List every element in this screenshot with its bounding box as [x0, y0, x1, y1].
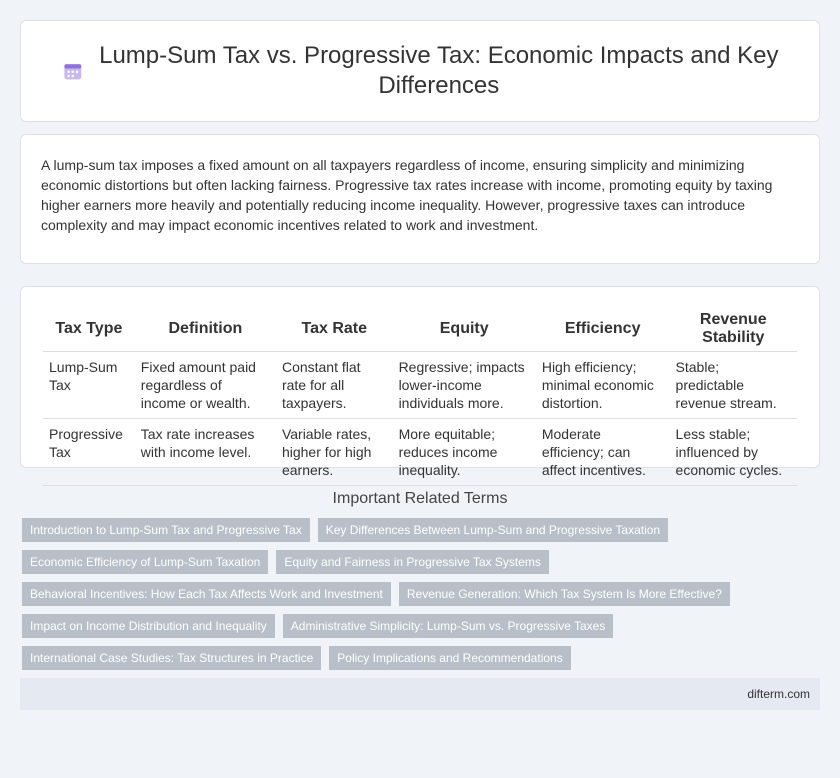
tag-row: Impact on Income Distribution and Inequa…	[22, 614, 820, 638]
intro: A lump-sum tax imposes a fixed amount on…	[20, 134, 820, 264]
tag-row: Economic Efficiency of Lump-Sum Taxation…	[22, 550, 820, 574]
cell: Less stable; influenced by economic cycl…	[669, 418, 797, 486]
related-title: Important Related Terms	[332, 490, 508, 507]
tag[interactable]: Introduction to Lump-Sum Tax and Progres…	[22, 518, 310, 542]
column-header: Efficiency	[535, 307, 670, 352]
tag[interactable]: Revenue Generation: Which Tax System Is …	[398, 582, 730, 606]
row: Lump-Sum Tax Fixed amount paid regardless…	[43, 351, 797, 419]
cell: Regressive; impacts lower-income individ…	[392, 351, 536, 419]
page: Lump-Sum Tax vs. Progressive Tax: Econom…	[0, 20, 840, 778]
tags: Introduction to Lump-Sum Tax and Progres…	[22, 518, 820, 670]
row: Progressive Tax Tax rate increases with i…	[43, 418, 797, 486]
tag[interactable]: Policy Implications and Recommendations	[329, 646, 571, 670]
cell: Stable; predictable revenue stream.	[669, 351, 797, 419]
column-header: Revenue Stability	[669, 307, 797, 352]
cell: Fixed amount paid regardless of income o…	[134, 351, 276, 419]
tag-row: International Case Studies: Tax Structur…	[22, 646, 820, 670]
footer: difterm.com	[20, 678, 820, 710]
cell: Constant flat rate for all taxpayers.	[275, 351, 393, 419]
title: Lump-Sum Tax vs. Progressive Tax: Econom…	[99, 42, 779, 99]
tag[interactable]: International Case Studies: Tax Structur…	[22, 646, 322, 670]
tag[interactable]: Economic Efficiency of Lump-Sum Taxation	[22, 550, 269, 574]
cell: High efficiency; minimal economic distor…	[535, 351, 670, 419]
tag-row: Introduction to Lump-Sum Tax and Progres…	[22, 518, 820, 542]
column-header: Tax Rate	[275, 307, 393, 352]
table: Tax Type Definition Tax Rate Equity Efficien…	[43, 307, 797, 486]
cell: Lump-Sum Tax	[43, 351, 135, 419]
column-header: Definition	[134, 307, 276, 352]
tag[interactable]: Administrative Simplicity: Lump-Sum vs. …	[282, 614, 614, 638]
tag-row: Behavioral Incentives: How Each Tax Affe…	[22, 582, 820, 606]
column-header: Tax Type	[43, 307, 135, 352]
tag[interactable]: Impact on Income Distribution and Inequa…	[22, 614, 275, 638]
icon	[64, 64, 82, 80]
cell: Moderate efficiency; can affect incentiv…	[535, 418, 670, 486]
cell: Tax rate increases with income level.	[134, 418, 276, 486]
header: Lump-Sum Tax vs. Progressive Tax: Econom…	[20, 20, 820, 122]
tag[interactable]: Behavioral Incentives: How Each Tax Affe…	[22, 582, 391, 606]
cell: Progressive Tax	[43, 418, 135, 486]
tag[interactable]: Key Differences Between Lump-Sum and Pro…	[317, 518, 669, 542]
header-row: Tax Type Definition Tax Rate Equity Efficien…	[43, 307, 797, 352]
table-card: Tax Type Definition Tax Rate Equity Efficien…	[20, 286, 820, 486]
cell: More equitable; reduces income inequalit…	[392, 418, 536, 486]
cell: Variable rates, higher for high earners.	[275, 418, 393, 486]
column-header: Equity	[392, 307, 536, 352]
tag[interactable]: Equity and Fairness in Progressive Tax S…	[276, 550, 549, 574]
